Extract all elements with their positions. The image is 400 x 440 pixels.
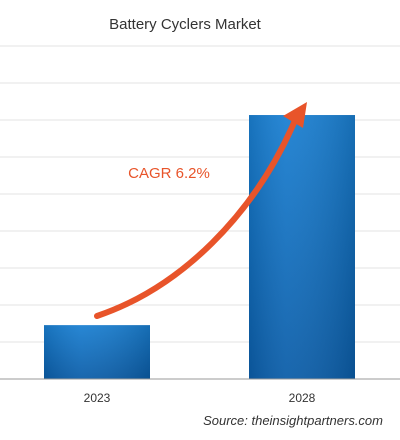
gridlines xyxy=(0,45,400,343)
x-tick-label-2028: 2028 xyxy=(289,391,316,405)
x-tick-label-2023: 2023 xyxy=(84,391,111,405)
bar-shade-2028 xyxy=(249,115,355,379)
source-credit: Source: theinsightpartners.com xyxy=(203,413,383,428)
growth-arrowhead xyxy=(283,102,307,128)
x-tick-labels: 2023 2028 xyxy=(84,391,316,405)
chart-title: Battery Cyclers Market xyxy=(109,16,262,33)
bars xyxy=(44,115,355,379)
growth-arrow xyxy=(94,115,299,319)
cagr-annotation: CAGR 6.2% xyxy=(128,165,210,182)
bar-shade-2023 xyxy=(44,325,150,379)
